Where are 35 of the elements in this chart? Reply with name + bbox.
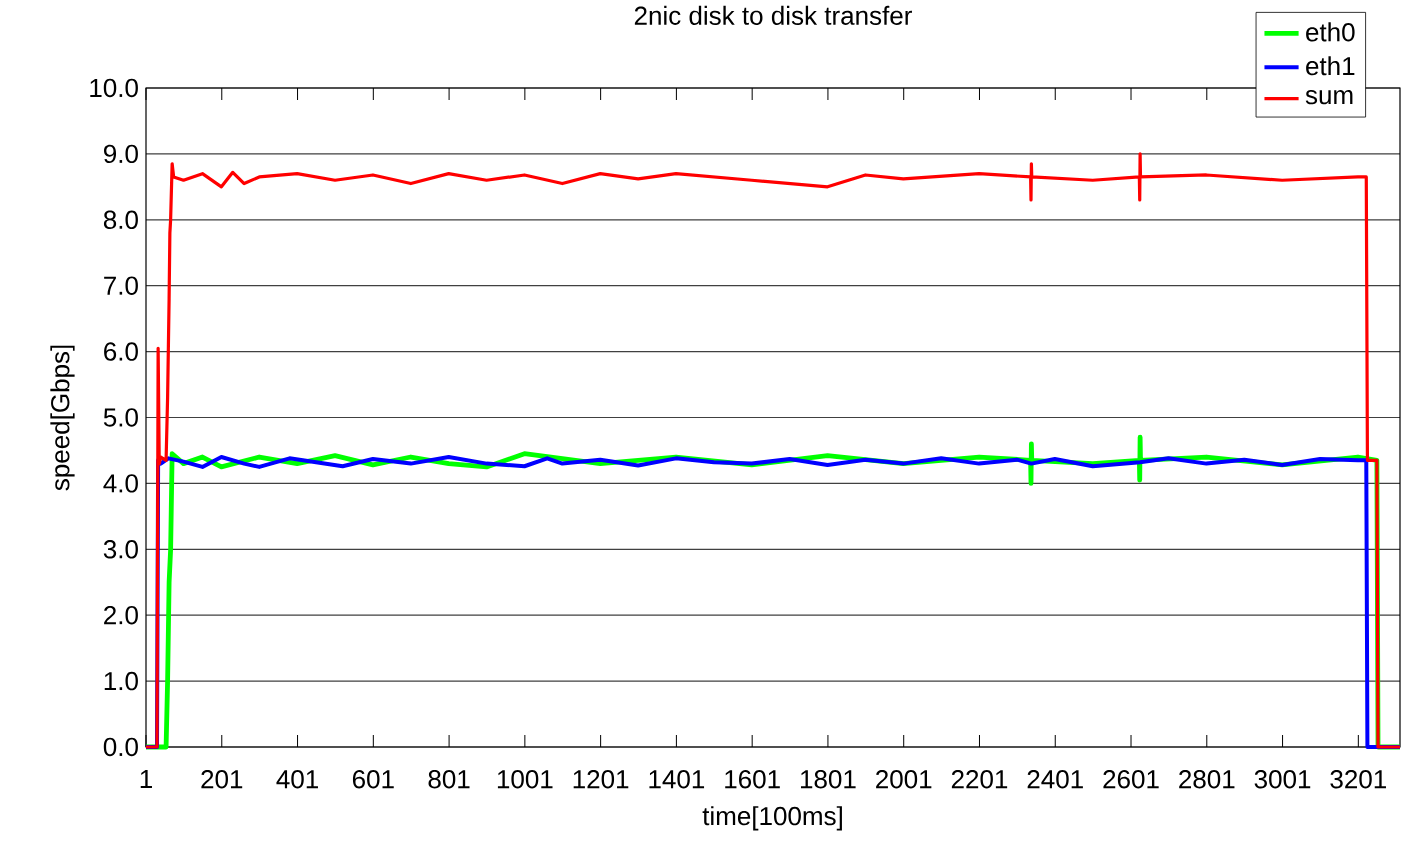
x-tick-label: 1201 [573, 770, 629, 789]
y-tick-label: 8.0 [103, 210, 138, 229]
y-tick-label: 0.0 [103, 737, 138, 757]
y-tick-label: 9.0 [104, 144, 138, 164]
x-tick-label: 1601 [725, 770, 780, 789]
line-series [144, 152, 1402, 749]
x-tick-label: 3001 [1254, 770, 1311, 789]
x-tick-label: 2601 [1103, 770, 1159, 789]
x-tick-label: 1401 [649, 770, 705, 789]
chart-title: 2nic disk to disk transfer [634, 5, 912, 25]
x-tick-label: 2801 [1179, 770, 1235, 789]
x-tick-label: 2401 [1027, 770, 1083, 789]
x-tick-label: 2001 [876, 770, 932, 789]
x-tick-label: 601 [352, 770, 394, 789]
legend-label: sum [1305, 90, 1353, 105]
y-tick-label: 7.0 [104, 276, 138, 295]
x-axis-title: time[100ms] [702, 806, 842, 831]
legend-label: eth0 [1306, 22, 1355, 42]
x-tick-label: 201 [201, 770, 243, 789]
x-tick-label: 2201 [951, 770, 1008, 789]
y-tick-label: 2.0 [104, 605, 138, 625]
x-tick-label: 1 [140, 770, 152, 788]
x-tick-label: 1801 [800, 770, 856, 789]
x-tick-label: 3201 [1330, 770, 1386, 789]
y-tick-label: 10.0 [90, 78, 138, 98]
y-tick-label: 4.0 [103, 474, 138, 493]
x-tick-label: 1001 [497, 770, 553, 789]
y-tick-label: 3.0 [103, 540, 138, 559]
y-tick-label: 1.0 [104, 671, 138, 691]
y-tick-label: 5.0 [103, 408, 138, 427]
legend-label: eth1 [1306, 56, 1355, 76]
y-axis-title: speed[Gbps] [50, 345, 75, 491]
x-tick-label: 401 [276, 770, 318, 789]
x-tick-label: 801 [428, 770, 470, 789]
y-tick-label: 6.0 [104, 342, 138, 361]
